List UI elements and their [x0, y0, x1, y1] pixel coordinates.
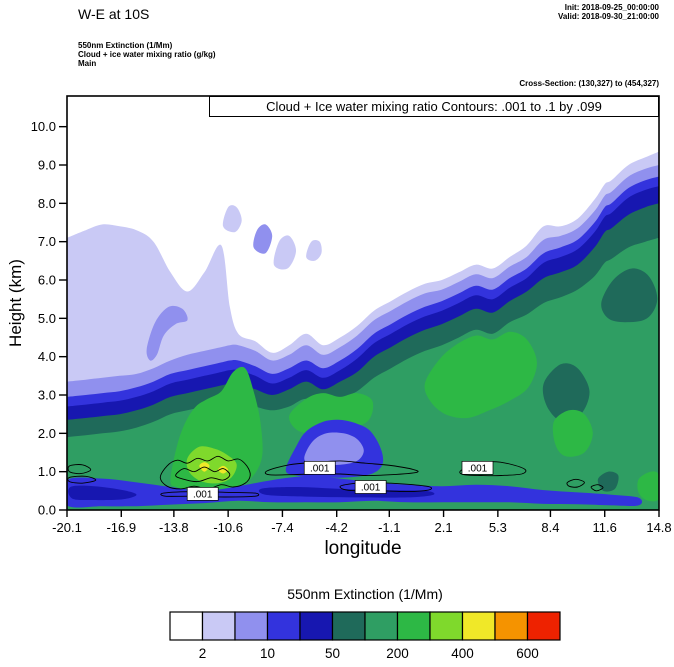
init-time: Init: 2018-09-25_00:00:00 [564, 3, 659, 12]
svg-text:.001: .001 [361, 483, 381, 494]
x-tick-label: -13.8 [159, 520, 189, 535]
blob-green-patch-right-low [552, 409, 593, 457]
blob-surface-darkblue-left [68, 485, 137, 501]
colorbar-title: 550nm Extinction (1/Mm) [287, 586, 443, 602]
contour-label: .001 [461, 460, 494, 475]
blob-bright-green-patch [186, 446, 237, 484]
colorbar-cell [396, 611, 431, 641]
y-tick-label: 5.0 [38, 311, 56, 326]
x-tick-label: 2.1 [435, 520, 453, 535]
blob-yellow-speck-2 [218, 465, 229, 474]
blob-surface-darkblue-center [258, 486, 435, 498]
blob-cloud-pocket-periwinkle [304, 432, 364, 466]
x-tick-label: -16.9 [106, 520, 136, 535]
y-tick-label: 6.0 [38, 273, 56, 288]
y-tick-label: 10.0 [31, 119, 56, 134]
colorbar-cell [299, 611, 334, 641]
svg-text:.001: .001 [310, 463, 330, 474]
contour-label: .001 [354, 480, 387, 494]
blob-upper-blob-lavender-1 [222, 205, 242, 233]
valid-time: Valid: 2018-09-30_21:00:00 [558, 12, 659, 21]
colorbar-tick-label: 600 [516, 646, 539, 661]
mixing-ratio-contour [590, 484, 604, 492]
blob-teal-patch-right-mid [542, 363, 590, 423]
x-tick-label: 11.6 [593, 520, 617, 535]
contour-label: .001 [186, 487, 219, 501]
y-tick-label: 3.0 [38, 388, 56, 403]
colorbar-cell [201, 611, 236, 641]
y-tick-label: 9.0 [38, 158, 56, 173]
colorbar-cell [429, 611, 464, 641]
mixing-ratio-contour [67, 464, 92, 475]
colorbar-tick-label: 200 [386, 646, 409, 661]
blob-upper-blob-lavender-2 [273, 235, 297, 270]
mixing-ratio-contour [67, 475, 97, 484]
colorbar-tick-label: 50 [325, 646, 340, 661]
colorbar-cell [234, 611, 269, 641]
colorbar-tick-label: 400 [451, 646, 474, 661]
blob-upper-blob-periwinkle-1 [253, 224, 273, 254]
colorbar-tick-label: 10 [260, 646, 275, 661]
x-tick-label: -7.4 [271, 520, 293, 535]
blob-periwinkle-curl [146, 305, 188, 361]
x-tick-label: 14.8 [646, 520, 671, 535]
contour-info-text: Cloud + Ice water mixing ratio Contours:… [266, 99, 602, 114]
x-tick-label: -20.1 [52, 520, 82, 535]
blob-green-region-right [424, 331, 537, 419]
y-tick-label: 4.0 [38, 349, 56, 364]
colorbar-cell [364, 611, 399, 641]
colorbar-cell [169, 611, 204, 641]
y-tick-label: 1.0 [38, 464, 56, 479]
figure-title: W-E at 10S [78, 6, 150, 22]
field-name-extinction: 550nm Extinction (1/Mm) [78, 41, 173, 50]
contour-label: .001 [303, 460, 336, 475]
x-tick-label: -10.6 [213, 520, 243, 535]
y-tick-label: 7.0 [38, 234, 56, 249]
contour-info-box: Cloud + Ice water mixing ratio Contours:… [209, 96, 659, 117]
x-tick-label: -4.2 [326, 520, 348, 535]
colorbar-cell [266, 611, 301, 641]
colorbar-cell [526, 611, 561, 641]
y-tick-label: 8.0 [38, 196, 56, 211]
blob-green-patch-bottom-right [637, 471, 659, 502]
svg-text:.001: .001 [193, 489, 213, 500]
x-axis-title: longitude [324, 538, 402, 559]
blob-teal-patch-bottom-right-small [597, 471, 619, 492]
colorbar-cell [494, 611, 529, 641]
colorbar-tick-label: 2 [199, 646, 207, 661]
cross-section-info: Cross-Section: (130,327) to (454,327) [519, 79, 659, 88]
field-name-cloud: Cloud + ice water mixing ratio (g/kg) [78, 50, 216, 59]
blob-upper-blob-lavender-3 [306, 240, 322, 261]
y-axis-title: Height (km) [6, 259, 25, 347]
colorbar-cell [461, 611, 496, 641]
mixing-ratio-contour [159, 455, 251, 490]
mixing-ratio-contour [175, 466, 231, 483]
x-tick-label: 8.4 [541, 520, 559, 535]
y-tick-label: 0.0 [38, 503, 56, 518]
colorbar-cell [331, 611, 366, 641]
x-tick-label: 5.3 [489, 520, 507, 535]
mixing-ratio-contour [566, 478, 585, 488]
contour-field: .001 .001 .001 .001 [67, 96, 659, 510]
svg-text:.001: .001 [468, 463, 488, 474]
blob-teal-patch-right-upper [601, 268, 658, 323]
grid-name: Main [78, 59, 97, 68]
y-tick-label: 2.0 [38, 426, 56, 441]
x-tick-label: -1.1 [378, 520, 400, 535]
